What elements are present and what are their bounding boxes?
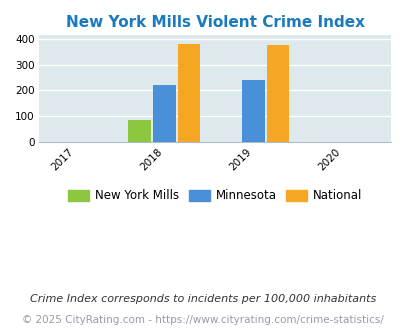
Text: © 2025 CityRating.com - https://www.cityrating.com/crime-statistics/: © 2025 CityRating.com - https://www.city… [22,315,383,325]
Bar [266,45,289,142]
Text: Crime Index corresponds to incidents per 100,000 inhabitants: Crime Index corresponds to incidents per… [30,294,375,304]
Bar [177,44,200,142]
Bar [241,80,264,142]
Title: New York Mills Violent Crime Index: New York Mills Violent Crime Index [66,15,364,30]
Bar [128,120,150,142]
Legend: New York Mills, Minnesota, National: New York Mills, Minnesota, National [63,185,367,207]
Bar [152,85,175,142]
